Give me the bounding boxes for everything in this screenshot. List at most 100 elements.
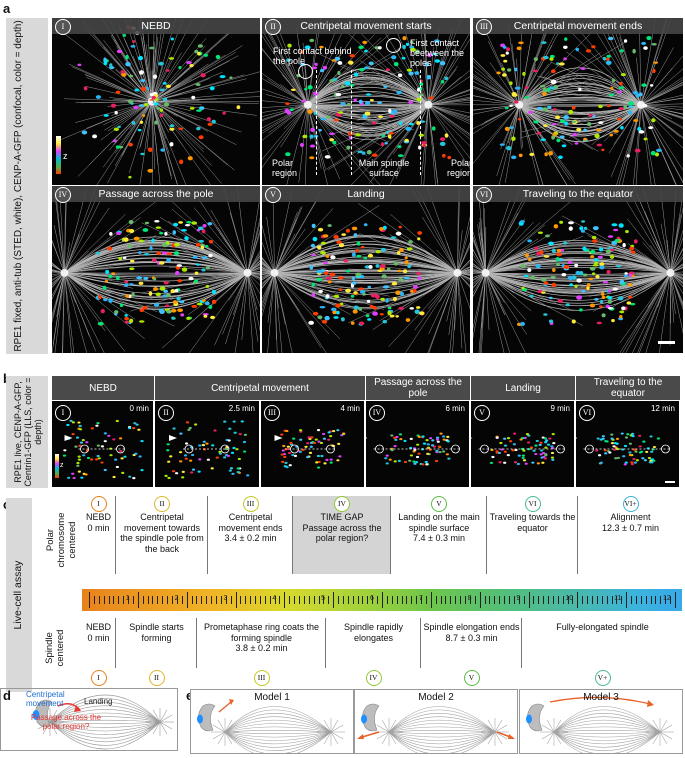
timeline-tick — [553, 596, 554, 604]
timeline-tick — [582, 596, 583, 604]
model-1-title: Model 1 — [191, 692, 353, 703]
panel-b-time-4: 6 min — [445, 404, 465, 414]
panel-b-time-1: 0 min — [129, 404, 149, 414]
region-divider-2 — [351, 70, 352, 175]
panel-a-title-ii: Centripetal movement starts — [262, 18, 470, 34]
depth-color-bar-a — [56, 136, 61, 174]
annotation-first-contact-between: First contact beetween the poles — [410, 38, 470, 68]
top-stage-numeral-7: VI+ — [623, 496, 639, 512]
timeline-tick — [612, 596, 613, 604]
timeline-tick — [123, 596, 124, 604]
timeline-tick — [221, 596, 222, 604]
top-stage-numeral-1: I — [91, 496, 107, 512]
stage-numeral-vi: VI — [476, 187, 492, 203]
timeline-tick — [597, 596, 598, 604]
timeline-tick — [494, 596, 495, 604]
top-stage-numeral-2: II — [154, 496, 170, 512]
timeline-tick — [641, 596, 642, 604]
contact-circle-2 — [386, 38, 401, 53]
timeline-tick — [113, 596, 114, 604]
timeline-tick — [231, 596, 232, 604]
timeline-tick — [450, 596, 451, 604]
timeline-tick — [387, 596, 388, 604]
timeline-tick — [133, 596, 134, 604]
timeline-tick — [353, 596, 354, 604]
timeline-tick — [118, 596, 119, 604]
timeline-tick — [201, 596, 202, 604]
timeline-tick — [402, 596, 403, 604]
annotation-first-contact-behind: First contact behind the pole — [273, 46, 353, 66]
top-stage-text-5: Landing on the main spindle surface 7.4 … — [393, 512, 485, 544]
bottom-stage-text-4: Spindle rapidly elongates — [328, 622, 419, 643]
panel-a-sidebar-label: RPE1 fixed, anti-tub (STED, white), CENP… — [13, 18, 41, 354]
timeline-label-1: 1 — [126, 595, 130, 602]
panel-b-sidebar: RPE1 live, CENP-A-GFP, Centrin1-GFP (LLS… — [6, 376, 48, 488]
timeline-tick — [489, 596, 490, 604]
timeline-tick — [533, 596, 534, 604]
timeline-tick — [377, 596, 378, 604]
top-stage-numeral-4: IV — [334, 496, 350, 512]
model-2-panel: Model 2 — [354, 689, 518, 754]
timeline-tick — [455, 596, 456, 604]
timeline-tick — [504, 596, 505, 604]
timeline-tick — [460, 596, 461, 604]
timeline-tick — [196, 596, 197, 604]
panel-a-image-vi — [473, 186, 683, 353]
scale-bar-a — [658, 341, 675, 344]
timeline-tick — [109, 596, 110, 604]
timeline-tick — [675, 592, 676, 608]
timeline-tick — [260, 596, 261, 604]
timeline-tick — [499, 596, 500, 604]
timeline-tick — [250, 596, 251, 604]
timeline-label-4: 4 — [272, 595, 276, 602]
panel-c-sidebar: Live-cell assay — [6, 498, 32, 692]
panel-b-numeral-v: V — [474, 405, 490, 421]
label-passage-polar: Passage across the polar region? — [30, 713, 102, 731]
panel-b-numeral-ii: II — [158, 405, 174, 421]
top-stage-text-3: Centripetal movement ends 3.4 ± 0.2 min — [210, 512, 291, 544]
annotation-polar-region-right: Polar region — [436, 158, 472, 178]
timeline-tick — [172, 596, 173, 604]
timeline-label-9: 9 — [517, 595, 521, 602]
panel-b-header-3: Passage across the pole — [366, 376, 470, 400]
top-stage-text-2: Centripetal movement towards the spindle… — [118, 512, 206, 554]
top-stage-7: VI+Alignment 12.3 ± 0.7 min — [577, 496, 683, 574]
contact-circle-1 — [298, 64, 313, 79]
timeline-tick — [343, 596, 344, 604]
top-row-label: Polar chromosome centered — [45, 501, 69, 579]
bottom-stage-text-6: Fully-elongated spindle — [524, 622, 681, 633]
timeline-tick — [245, 596, 246, 604]
timeline-tick — [577, 592, 578, 608]
timeline-tick — [192, 596, 193, 604]
timeline-tick — [543, 596, 544, 604]
timeline-label-11: 11 — [614, 595, 621, 602]
timeline-label-10: 10 — [565, 595, 573, 602]
depth-label-b: z — [60, 461, 64, 471]
timeline-tick — [152, 596, 153, 604]
top-stage-text-7: Alignment 12.3 ± 0.7 min — [580, 512, 681, 533]
timeline-label-3: 3 — [224, 595, 228, 602]
panel-b-numeral-iii: III — [264, 405, 280, 421]
timeline-tick — [411, 596, 412, 604]
top-stage-numeral-5: V — [431, 496, 447, 512]
timeline-tick — [441, 596, 442, 604]
bottom-stage-numeral-5: V — [464, 670, 480, 686]
bottom-row-label: Spindle centered — [44, 615, 68, 681]
scale-bar-b — [665, 481, 675, 483]
top-stage-text-1: NEBD 0 min — [84, 512, 113, 533]
timeline-tick — [607, 596, 608, 604]
panel-a-title-iii: Centripetal movement ends — [473, 18, 683, 34]
timeline-tick — [426, 596, 427, 604]
timeline-tick — [284, 592, 285, 608]
timeline-tick — [465, 596, 466, 604]
